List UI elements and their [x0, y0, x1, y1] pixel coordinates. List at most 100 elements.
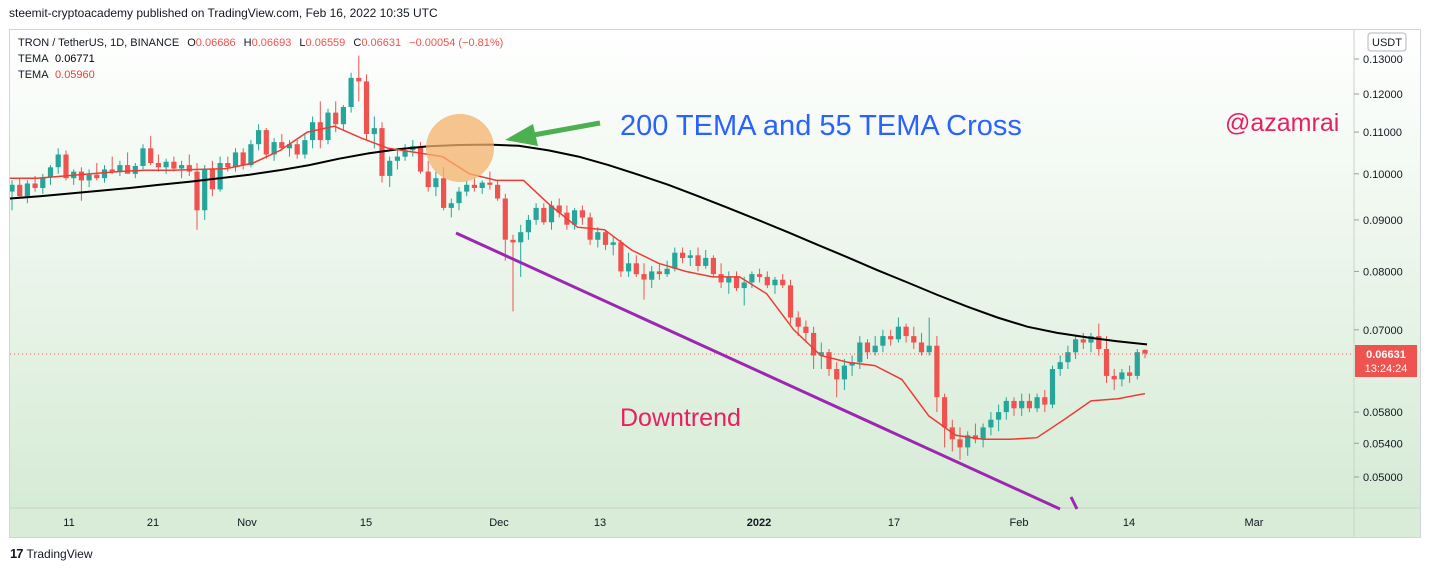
candle-body [248, 144, 254, 166]
candle-body [926, 345, 932, 353]
author-annotation: @azamrai [1225, 109, 1339, 137]
candle [325, 108, 331, 145]
price-tick-label: 0.05800 [1363, 407, 1403, 419]
candle-body [649, 271, 655, 280]
candle-body [757, 274, 763, 277]
candle-body [495, 184, 501, 199]
candle-body [864, 342, 871, 353]
candle [317, 101, 323, 149]
candle [911, 326, 917, 349]
candle [78, 167, 84, 201]
candle-body [348, 77, 354, 107]
candle-body [972, 435, 978, 440]
candle [656, 263, 662, 280]
candle-body [957, 439, 963, 448]
candle [55, 148, 61, 174]
candle-body [171, 161, 177, 169]
candle [1080, 332, 1086, 349]
candle [518, 224, 524, 277]
time-tick-label: Feb [1010, 517, 1029, 529]
tradingview-label: TradingView [26, 546, 93, 561]
candle-body [148, 148, 154, 163]
candle-body [680, 252, 686, 258]
candle [957, 427, 963, 460]
candle-body [55, 154, 61, 168]
candle [718, 263, 724, 289]
legend-low-label: L [299, 37, 305, 49]
last-price-label: 0.06631 [1366, 349, 1406, 361]
candle-body [687, 255, 693, 258]
candle-body [464, 184, 470, 192]
candle-body [194, 171, 200, 211]
candle-body [340, 107, 346, 125]
candle-body [1088, 336, 1094, 343]
candle-body [795, 317, 801, 327]
candle [479, 180, 485, 194]
legend-tema-long-label: TEMA [18, 53, 49, 65]
currency-badge[interactable]: USDT [1367, 32, 1407, 52]
svg-text:TRON / TetherUS, 1D, BINANCE: TRON / TetherUS, 1D, BINANCE O0.06686 H0… [18, 37, 503, 49]
downtrend-line [455, 231, 1061, 511]
candle [695, 247, 701, 272]
candle-body [895, 326, 901, 340]
candle [533, 203, 539, 225]
candle-body [425, 171, 431, 188]
candle-body [841, 365, 847, 380]
candle [972, 423, 978, 444]
plot-background [10, 30, 1354, 508]
candle [456, 187, 462, 211]
candle [1134, 349, 1140, 380]
candle-body [1080, 339, 1086, 343]
candle [1042, 390, 1048, 413]
time-tick-label: 2022 [747, 517, 771, 529]
tradingview-logo-icon: 17 [10, 546, 24, 561]
candle [1103, 336, 1110, 383]
symbol-legend: TRON / TetherUS, 1D, BINANCE O0.06686 H0… [18, 37, 503, 81]
candle-body [672, 252, 678, 269]
legend-high-label: H [244, 37, 252, 49]
candle [1034, 393, 1040, 413]
candle [649, 266, 655, 289]
candle [140, 144, 146, 170]
publish-line: steemit-cryptoacademy published on Tradi… [9, 6, 438, 20]
price-tick-label: 0.10000 [1363, 169, 1403, 181]
candle [926, 317, 932, 356]
candle-body [456, 191, 462, 204]
candle-body [888, 336, 894, 340]
candle-body [980, 427, 986, 440]
chart-frame [9, 29, 1421, 538]
candle [1026, 393, 1032, 413]
candle [864, 339, 871, 359]
candle [664, 260, 670, 277]
candle-body [1034, 397, 1040, 409]
candle [556, 198, 562, 218]
candle-body [125, 165, 131, 174]
candle-body [664, 268, 670, 275]
candle-body [1119, 372, 1125, 380]
candle-body [94, 174, 100, 179]
candle [996, 404, 1002, 432]
candle [232, 148, 239, 172]
candle [425, 160, 431, 192]
candle [47, 165, 54, 185]
candle [1111, 369, 1117, 390]
time-tick-label: Nov [237, 517, 257, 529]
candle-body [572, 210, 578, 225]
candle-body [988, 419, 994, 428]
candle-body [610, 242, 616, 245]
time-axis-ticks: 11 21 Nov 15 Dec 13 2022 17 Feb 14 Mar [63, 517, 1264, 529]
trend-line-stub [1069, 496, 1079, 510]
candle-body [317, 122, 323, 141]
candle-body [471, 184, 477, 188]
candle-body [780, 279, 786, 286]
candle [464, 180, 470, 197]
candle [680, 247, 686, 264]
price-tick-label: 0.07000 [1363, 325, 1403, 337]
candle [541, 203, 547, 225]
candle [903, 323, 909, 343]
tradingview-brand[interactable]: 17 TradingView [10, 546, 93, 561]
candle [495, 180, 501, 201]
candle [826, 349, 832, 376]
candle [1049, 365, 1056, 409]
